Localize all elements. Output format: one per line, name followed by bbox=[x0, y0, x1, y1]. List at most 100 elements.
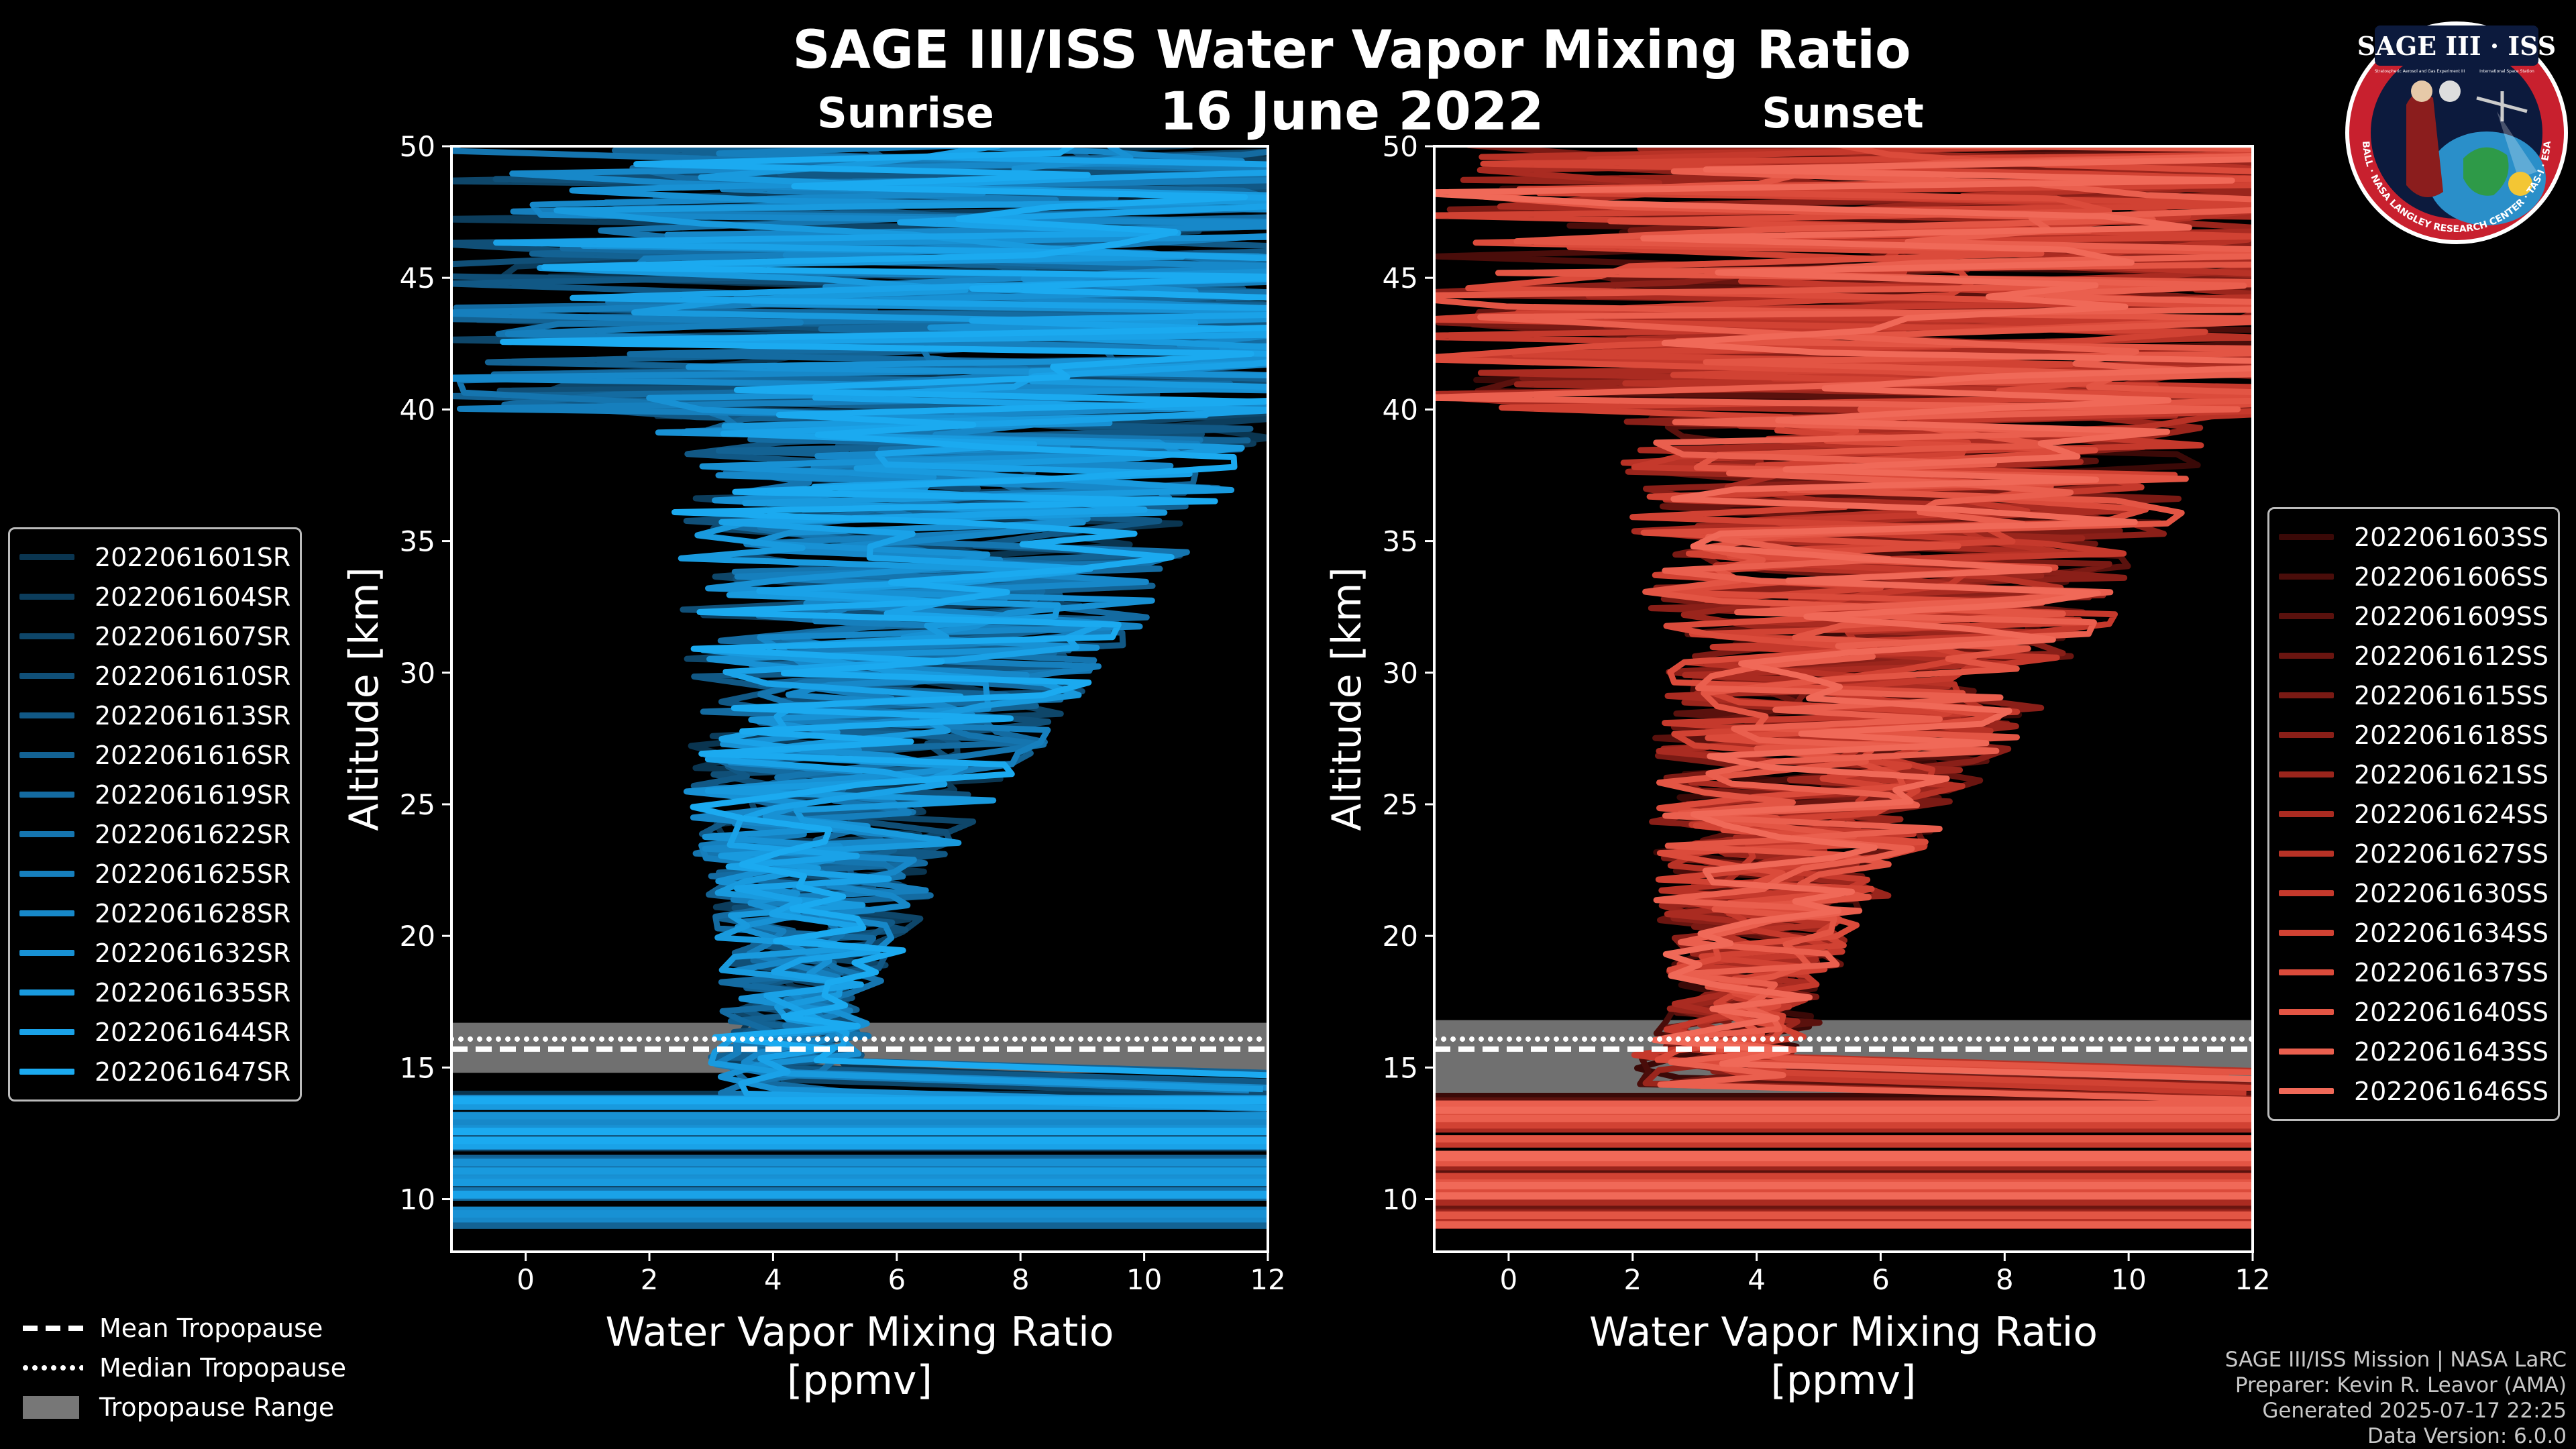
sunrise-legend-item: 2022061616SR bbox=[19, 735, 290, 775]
legend-line-swatch bbox=[19, 792, 74, 798]
logo-sub2: International Space Station bbox=[2479, 69, 2534, 74]
sunset-ytick-label: 40 bbox=[1383, 393, 1418, 426]
legend-line-swatch bbox=[19, 673, 74, 679]
legend-label: 2022061644SR bbox=[95, 1017, 291, 1047]
sunset-legend-item: 2022061627SS bbox=[2279, 834, 2548, 873]
sunset-legend-item: 2022061624SS bbox=[2279, 794, 2548, 834]
legend-line-swatch bbox=[19, 989, 74, 996]
legend-line-swatch bbox=[19, 871, 74, 877]
sunrise-legend-item: 2022061601SR bbox=[19, 537, 290, 577]
sunset-xlabel: Water Vapor Mixing Ratio bbox=[1589, 1309, 2098, 1356]
sunset-ytick-label: 10 bbox=[1383, 1183, 1418, 1216]
sunrise-xtick-label: 12 bbox=[1250, 1263, 1285, 1296]
series-line-2022061646SS bbox=[1434, 156, 2253, 1083]
sunset-ytick-label: 35 bbox=[1383, 525, 1418, 558]
sunrise-xlabel: Water Vapor Mixing Ratio bbox=[606, 1309, 1114, 1356]
sunrise-xtick-label: 4 bbox=[764, 1263, 782, 1296]
sunrise-xlabel-unit: [ppmv] bbox=[787, 1357, 932, 1404]
legend-median-tropopause: Median Tropopause bbox=[23, 1348, 346, 1387]
legend-label: 2022061643SS bbox=[2354, 1036, 2549, 1067]
legend-label: 2022061646SS bbox=[2354, 1076, 2549, 1106]
legend-label: 2022061634SS bbox=[2354, 918, 2549, 948]
legend-line-swatch bbox=[2279, 969, 2334, 975]
legend-line-swatch bbox=[19, 831, 74, 837]
legend-label: 2022061615SS bbox=[2354, 680, 2549, 710]
sunset-xtick-label: 4 bbox=[1748, 1263, 1766, 1296]
sunrise-ytick-label: 45 bbox=[400, 262, 435, 294]
legend-label: 2022061632SR bbox=[95, 938, 291, 968]
legend-label: 2022061609SS bbox=[2354, 601, 2549, 631]
sunrise-legend-item: 2022061604SR bbox=[19, 577, 290, 616]
legend-label: 2022061604SR bbox=[95, 582, 291, 612]
legend-label: 2022061640SS bbox=[2354, 997, 2549, 1027]
legend-label: 2022061610SR bbox=[95, 661, 291, 691]
legend-line-swatch bbox=[19, 633, 74, 639]
legend-mean-label: Mean Tropopause bbox=[99, 1313, 323, 1343]
sunrise-ytick-label: 50 bbox=[400, 130, 435, 163]
sunrise-xtick-label: 2 bbox=[641, 1263, 659, 1296]
sunrise-legend-item: 2022061613SR bbox=[19, 696, 290, 735]
sunset-legend-item: 2022061612SS bbox=[2279, 636, 2548, 676]
legend-line-swatch bbox=[19, 950, 74, 956]
sunset-xtick-label: 8 bbox=[1996, 1263, 2014, 1296]
chart-date: 16 June 2022 bbox=[1159, 82, 1544, 142]
legend-line-swatch bbox=[19, 752, 74, 758]
gray-box-icon bbox=[23, 1395, 83, 1419]
sunrise-plot-area: 0 2 4 6 8 10 12 10 15 20 25 30 35 40 45 50 Water Vapor M… bbox=[341, 130, 1286, 1404]
sunset-legend-item: 2022061621SS bbox=[2279, 755, 2548, 794]
sunrise-legend-item: 2022061632SR bbox=[19, 933, 290, 973]
legend-tropopause-range: Tropopause Range bbox=[23, 1387, 346, 1427]
legend-label: 2022061647SR bbox=[95, 1057, 291, 1087]
sunrise-legend-item: 2022061647SR bbox=[19, 1052, 290, 1091]
sunrise-ytick-label: 40 bbox=[400, 393, 435, 426]
legend-line-swatch bbox=[2279, 653, 2334, 659]
legend-line-swatch bbox=[2279, 851, 2334, 857]
sunrise-ytick-label: 35 bbox=[400, 525, 435, 558]
legend-label: 2022061619SR bbox=[95, 780, 291, 810]
sunset-ylabel: Altitude [km] bbox=[1324, 567, 1371, 831]
footer-version: Data Version: 6.0.0 bbox=[2367, 1424, 2567, 1448]
sunset-legend-item: 2022061609SS bbox=[2279, 596, 2548, 636]
legend-line-swatch bbox=[2279, 534, 2334, 540]
sunrise-ytick-label: 15 bbox=[400, 1051, 435, 1084]
sunset-legend-item: 2022061603SS bbox=[2279, 517, 2548, 557]
sunrise-ytick-label: 20 bbox=[400, 920, 435, 953]
sage-mission-logo: SAGE III · ISS Stratospheric Aerosol and… bbox=[2345, 21, 2568, 244]
legend-line-swatch bbox=[2279, 1088, 2334, 1094]
sunset-xtick-label: 0 bbox=[1500, 1263, 1518, 1296]
legend-line-swatch bbox=[2279, 732, 2334, 738]
legend-mean-tropopause: Mean Tropopause bbox=[23, 1308, 346, 1348]
sunrise-xtick-label: 6 bbox=[888, 1263, 906, 1296]
legend-line-swatch bbox=[2279, 1009, 2334, 1015]
legend-line-swatch bbox=[19, 594, 74, 600]
logo-sub1: Stratospheric Aerosol and Gas Experiment… bbox=[2375, 69, 2465, 74]
legend-label: 2022061628SR bbox=[95, 898, 291, 928]
legend-label: 2022061625SR bbox=[95, 859, 291, 889]
sunset-ytick-label: 50 bbox=[1383, 130, 1418, 163]
sunrise-legend-item: 2022061635SR bbox=[19, 973, 290, 1012]
sunrise-xtick-label: 8 bbox=[1012, 1263, 1030, 1296]
legend-range-label: Tropopause Range bbox=[99, 1392, 335, 1422]
sunset-legend-item: 2022061646SS bbox=[2279, 1071, 2548, 1111]
series-line-2022061647SR bbox=[500, 146, 1268, 1079]
sunrise-xtick-label: 10 bbox=[1126, 1263, 1162, 1296]
sunset-legend-item: 2022061630SS bbox=[2279, 873, 2548, 913]
sunrise-legend-item: 2022061610SR bbox=[19, 656, 290, 696]
sunset-xtick-label: 6 bbox=[1872, 1263, 1890, 1296]
footer-preparer: Preparer: Kevin R. Leavor (AMA) bbox=[2235, 1373, 2567, 1397]
legend-label: 2022061635SR bbox=[95, 977, 291, 1008]
legend-label: 2022061612SS bbox=[2354, 641, 2549, 671]
legend-line-swatch bbox=[19, 910, 74, 916]
legend-line-swatch bbox=[19, 554, 74, 560]
sunrise-xtick-label: 0 bbox=[517, 1263, 535, 1296]
legend-line-swatch bbox=[2279, 890, 2334, 896]
legend-line-swatch bbox=[2279, 613, 2334, 619]
sunrise-legend-item: 2022061625SR bbox=[19, 854, 290, 894]
sunset-ytick-label: 30 bbox=[1383, 657, 1418, 690]
sunset-ytick-label: 45 bbox=[1383, 262, 1418, 294]
legend-line-swatch bbox=[2279, 771, 2334, 777]
sunset-panel-title: Sunset bbox=[1762, 89, 1924, 138]
sunset-legend-item: 2022061640SS bbox=[2279, 992, 2548, 1032]
sunrise-legend-item: 2022061644SR bbox=[19, 1012, 290, 1052]
